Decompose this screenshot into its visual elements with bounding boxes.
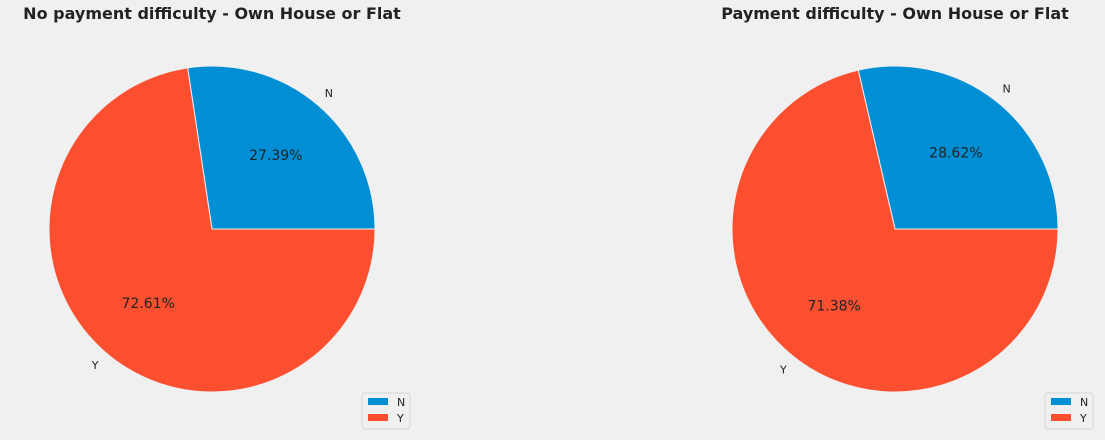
pie-slice-y [48, 67, 376, 393]
legend-swatch-y [368, 414, 388, 421]
slice-percent-label: 27.39% [249, 148, 302, 164]
legend-swatch-n [1051, 398, 1071, 405]
slice-percent-label: 72.61% [122, 296, 175, 312]
pie-chart-payment-difficulty: Payment difficulty - Own House or Flat N… [721, 4, 1094, 430]
slice-category-label: N [325, 87, 333, 100]
legend: NY [361, 392, 411, 430]
slice-percent-label: 28.62% [929, 145, 982, 161]
pie-slice-n [187, 65, 376, 230]
chart-title: No payment difficulty - Own House or Fla… [23, 4, 401, 23]
pie-slice-n [857, 65, 1059, 230]
pie-slice-y [731, 69, 1059, 393]
legend-swatch-n [368, 398, 388, 405]
slice-percent-label: 71.38% [807, 299, 860, 315]
slice-category-label: Y [91, 359, 99, 372]
slice-category-label: N [1002, 83, 1010, 96]
slice-category-label: Y [779, 363, 787, 376]
legend-label: Y [1079, 412, 1087, 425]
legend-label: N [397, 396, 405, 409]
legend: NY [1044, 392, 1094, 430]
pie-chart-no-payment-difficulty: No payment difficulty - Own House or Fla… [23, 4, 411, 430]
legend-label: Y [396, 412, 404, 425]
legend-label: N [1080, 396, 1088, 409]
chart-title: Payment difficulty - Own House or Flat [721, 4, 1069, 23]
legend-swatch-y [1051, 414, 1071, 421]
